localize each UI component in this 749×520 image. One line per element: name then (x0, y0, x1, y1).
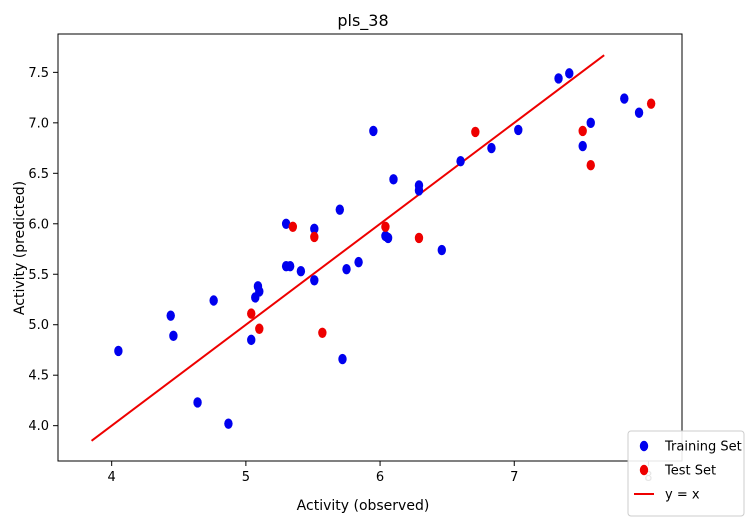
plot-area (57, 33, 683, 462)
y-tick-label: 5.0 (28, 318, 49, 333)
training-point (224, 418, 233, 429)
training-point (514, 124, 523, 136)
training-point (114, 345, 123, 357)
test-point (318, 327, 327, 338)
training-point (578, 140, 587, 152)
x-tick-label: 7 (510, 470, 518, 485)
identity-line (90, 54, 605, 442)
test-point (381, 221, 390, 233)
test-point (578, 125, 587, 137)
training-point (310, 223, 319, 235)
training-point (342, 264, 351, 275)
x-tick-label: 6 (376, 470, 384, 485)
legend: Training Set Test Set y = x (627, 430, 745, 517)
axis-ticks: 456784.04.55.05.56.06.57.07.5 (28, 66, 652, 485)
test-point (471, 126, 480, 138)
legend-label: Test Set (664, 464, 716, 479)
training-point (285, 260, 295, 272)
y-tick-label: 4.0 (28, 419, 49, 434)
training-point (247, 334, 256, 346)
legend-marker-swatch (639, 440, 649, 452)
legend-box (627, 430, 745, 517)
test-point (310, 231, 319, 243)
legend-label: y = x (665, 488, 700, 503)
chart-title: pls_38 (337, 11, 388, 31)
test-point (247, 308, 256, 319)
training-point (456, 155, 465, 167)
test-point (414, 232, 424, 244)
training-point (281, 218, 291, 229)
training-point (354, 256, 363, 268)
training-point (620, 93, 629, 104)
y-tick-label: 6.5 (28, 167, 49, 182)
test-point (646, 98, 656, 109)
legend-marker-swatch (639, 464, 649, 476)
x-tick-label: 5 (242, 470, 250, 485)
training-point (209, 295, 218, 306)
test-point (255, 323, 264, 334)
legend-label: Training Set (664, 440, 742, 455)
y-tick-label: 4.5 (28, 369, 49, 384)
training-point (389, 174, 398, 185)
training-point (310, 275, 319, 286)
training-point (255, 286, 264, 297)
training-point (193, 397, 202, 408)
training-point (487, 142, 496, 154)
y-tick-label: 7.0 (28, 116, 49, 131)
training-point (383, 232, 393, 244)
training-point (296, 266, 306, 277)
y-tick-label: 6.0 (28, 217, 49, 232)
training-point (369, 125, 378, 137)
training-point (166, 310, 175, 321)
training-point (414, 185, 424, 196)
training-point (634, 107, 644, 118)
test-point (288, 221, 298, 233)
test-point (586, 160, 595, 171)
training-point (565, 68, 574, 79)
x-tick-label: 4 (108, 470, 116, 485)
y-tick-label: 5.5 (28, 268, 49, 283)
training-point (554, 73, 563, 84)
y-axis-label: Activity (predicted) (12, 181, 28, 315)
training-point (335, 204, 345, 215)
data-marks (90, 54, 656, 442)
y-tick-label: 7.5 (28, 66, 49, 81)
training-point (338, 353, 347, 365)
training-point (437, 244, 446, 256)
training-point (586, 117, 595, 129)
x-axis-label: Activity (observed) (297, 498, 430, 514)
training-point (169, 330, 178, 342)
